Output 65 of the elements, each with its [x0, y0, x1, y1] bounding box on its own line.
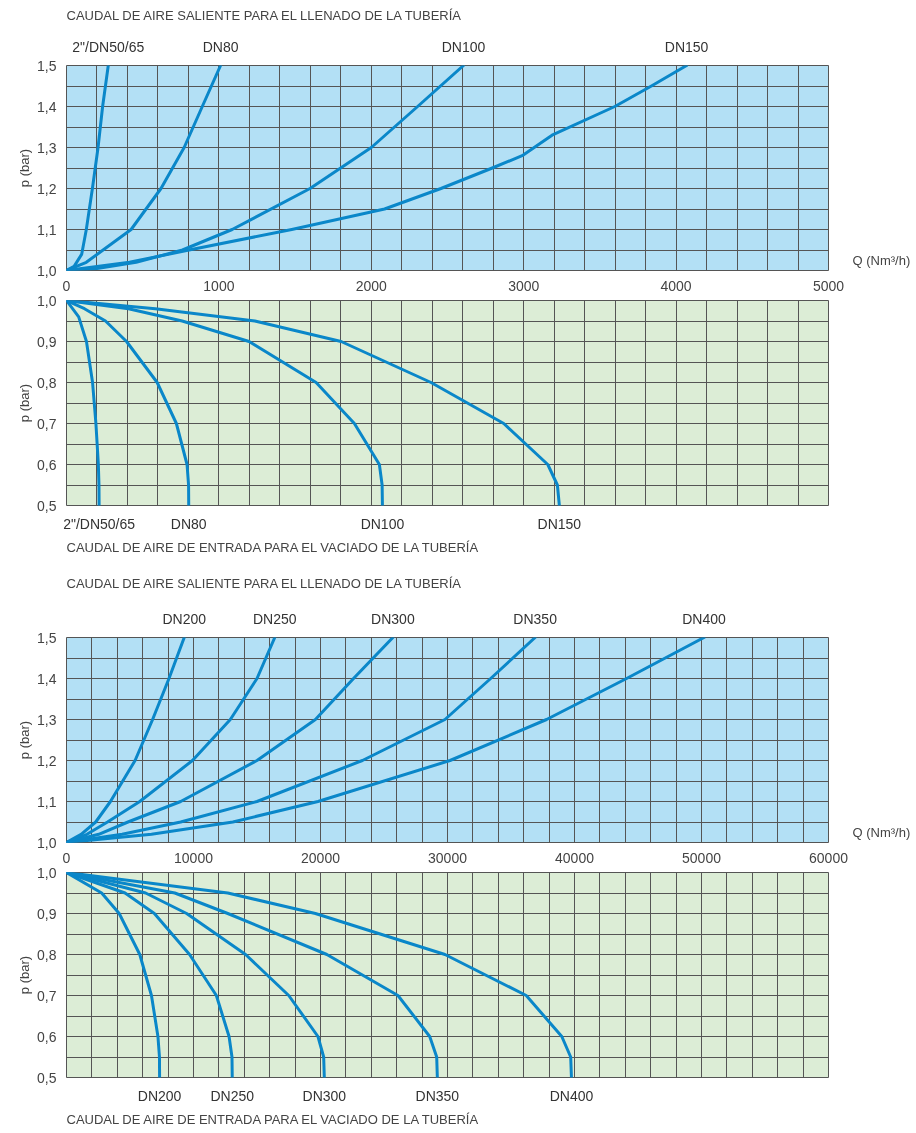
y-tick-label: 0,5: [37, 497, 57, 514]
x-tick-label: 0: [62, 849, 71, 866]
y-tick-label: 1,1: [37, 221, 57, 238]
y-axis-title: p (bar): [17, 148, 33, 188]
y-tick-label: 0,6: [37, 1028, 57, 1045]
series-label: DN150: [664, 38, 709, 55]
series-label: DN350: [513, 610, 558, 627]
series-label: DN200: [137, 1087, 182, 1104]
y-axis-title: p (bar): [17, 955, 33, 995]
y-tick-label: 1,5: [37, 629, 57, 646]
x-axis-title: Q (Nm³/h): [852, 825, 911, 841]
text: CAUDAL DE AIRE DE ENTRADA PARA EL VACIADO DE LA TUBERÍA: [66, 539, 479, 555]
y-axis-title: p (bar): [17, 720, 33, 760]
x-axis-title: Q (Nm³/h): [852, 253, 911, 269]
x-tick-label: 1000: [203, 277, 235, 294]
x-tick-label: 40000: [555, 849, 595, 866]
x-tick-label: 5000: [812, 277, 845, 294]
series-label: DN300: [302, 1087, 347, 1104]
series-label: DN80: [170, 515, 207, 532]
series-label: DN100: [360, 515, 405, 532]
y-tick-label: 1,0: [37, 834, 57, 851]
y-tick-label: 1,2: [37, 180, 57, 197]
series-label: DN250: [252, 610, 297, 627]
series-label: DN100: [441, 38, 486, 55]
series-label: 2"/DN50/65: [63, 515, 136, 532]
series-label: 2"/DN50/65: [72, 38, 145, 55]
x-tick-label: 50000: [682, 849, 722, 866]
y-tick-label: 1,3: [37, 711, 57, 728]
x-tick-label: 20000: [301, 849, 341, 866]
x-tick-label: 0: [62, 277, 71, 294]
text: CAUDAL DE AIRE DE ENTRADA PARA EL VACIADO DE LA TUBERÍA: [66, 1111, 479, 1127]
x-tick-label: 60000: [809, 849, 849, 866]
series-label: DN350: [415, 1087, 460, 1104]
y-tick-label: 1,0: [37, 292, 57, 309]
y-tick-label: 1,4: [37, 670, 57, 687]
y-tick-label: 0,9: [37, 333, 57, 350]
y-tick-label: 1,3: [37, 139, 57, 156]
series-label: DN200: [162, 610, 207, 627]
x-tick-label: 3000: [508, 277, 540, 294]
x-tick-label: 2000: [355, 277, 388, 294]
y-tick-label: 1,0: [37, 864, 57, 881]
series-label: DN400: [682, 610, 727, 627]
y-tick-label: 0,7: [37, 987, 57, 1004]
x-tick-label: 4000: [660, 277, 692, 294]
x-tick-label: 10000: [174, 849, 214, 866]
y-tick-label: 1,5: [37, 57, 57, 74]
chart-title: CAUDAL DE AIRE SALIENTE PARA EL LLENADO DE LA TUBERÍA: [66, 7, 462, 23]
chart-title: CAUDAL DE AIRE SALIENTE PARA EL LLENADO DE LA TUBERÍA: [66, 575, 462, 591]
y-tick-label: 0,9: [37, 905, 57, 922]
y-tick-label: 1,0: [37, 262, 57, 279]
series-label: DN400: [549, 1087, 594, 1104]
y-tick-label: 0,8: [37, 374, 57, 391]
series-label: DN250: [210, 1087, 255, 1104]
y-tick-label: 0,6: [37, 456, 57, 473]
x-tick-label: 30000: [428, 849, 468, 866]
y-tick-label: 1,2: [37, 752, 57, 769]
series-label: DN300: [371, 610, 415, 627]
y-tick-label: 0,7: [37, 415, 57, 432]
y-tick-label: 1,1: [37, 793, 57, 810]
y-tick-label: 0,5: [37, 1069, 57, 1086]
y-tick-label: 0,8: [37, 946, 57, 963]
series-label: DN150: [537, 515, 582, 532]
y-axis-title: p (bar): [17, 383, 33, 423]
y-tick-label: 1,4: [37, 98, 57, 115]
series-label: DN80: [202, 38, 239, 55]
